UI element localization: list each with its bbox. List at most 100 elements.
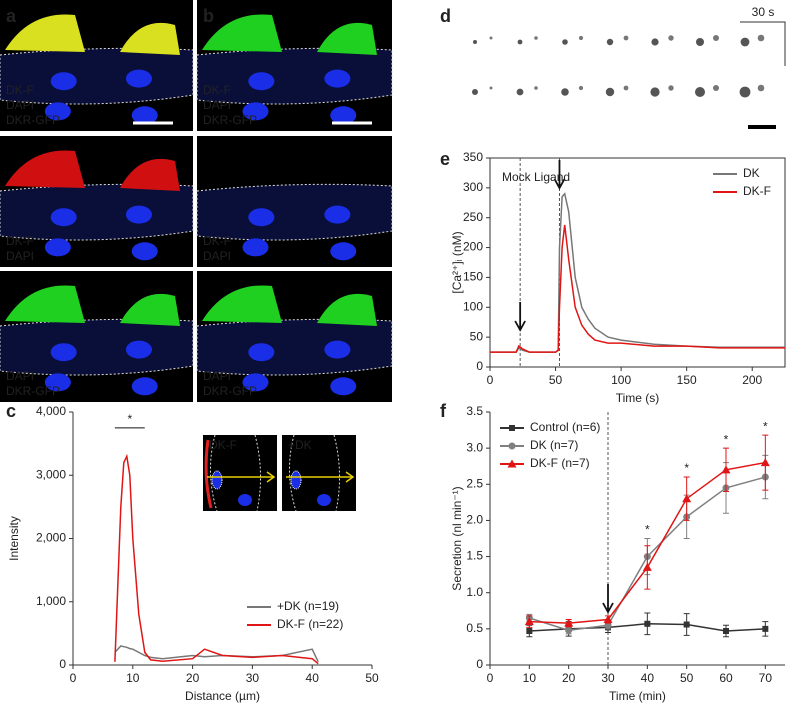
nucleus [131,242,158,261]
arrow [602,584,614,614]
nucleus [238,494,252,506]
cell-signal [489,86,493,90]
channel-label: DKR-GFP [6,384,60,398]
y-tick-label: 3.0 [466,440,483,454]
x-tick-label: 50 [680,671,694,685]
nucleus [324,340,351,359]
x-tick-label: 20 [186,671,200,685]
cell-signal [739,86,751,98]
panel-label: d [440,6,451,26]
y-tick-label: 350 [463,150,483,164]
arrow [553,160,566,190]
marker [564,618,574,627]
cell-signal [696,38,704,46]
cell-signal [713,85,719,91]
nucleus [248,208,275,227]
channel-label: DAPI [203,249,231,263]
tissue-band [0,318,194,376]
marker [508,442,516,450]
y-tick-label: 3.5 [466,404,483,418]
nucleus [324,205,351,224]
cell-signal [578,85,584,91]
y-tick-label: 50 [470,329,484,343]
nucleus [330,242,357,261]
channel-label: DK-F [203,83,231,97]
cell-signal [740,37,750,47]
nucleus [50,343,77,362]
y-tick-label: 150 [463,270,483,284]
cell-cap [202,285,282,323]
legend-label: DK-F (n=22) [277,617,343,631]
frame [690,80,730,120]
cell-border [288,434,341,512]
channel-label: DAPI [6,369,34,383]
panel-label: e [440,149,450,169]
legend-label: Control (n=6) [530,420,600,434]
panel-label: c [6,401,16,421]
plot-frame [489,157,786,368]
x-tick-label: 50 [365,671,379,685]
cell-cap [120,293,180,326]
significance-mark: * [684,461,689,475]
x-axis-title: Distance (µm) [185,689,260,703]
marker [603,614,613,623]
x-tick-label: 40 [306,671,320,685]
cell-signal [472,89,478,95]
x-tick-label: 150 [677,373,697,387]
cell-signal [517,39,523,45]
cell-signal [561,88,569,96]
nucleus [44,373,71,392]
profile-arrow-head [266,471,276,483]
nucleus [242,102,269,121]
marker [642,562,652,571]
y-tick-label: 250 [463,210,483,224]
cell-signal [606,38,614,46]
marker [721,465,731,474]
tissue-band [196,318,393,376]
cell-signal [757,34,765,42]
x-tick-label: 20 [562,671,576,685]
y-tick-label: 100 [463,299,483,313]
nucleus [131,377,158,396]
inset-label: +DK [288,438,312,452]
x-axis-title: Time (min) [609,689,666,703]
channel-label: DK-F [203,234,231,248]
profile-arrow-head [345,471,355,483]
legend-label: DK [743,166,760,180]
cell-cap [317,22,377,56]
x-tick-label: 70 [759,671,773,685]
x-axis-title: Time (s) [616,391,660,405]
marker [644,620,651,627]
nucleus [125,340,152,359]
time-scale-label: 30 s [752,5,775,19]
series-line [490,192,785,353]
y-tick-label: 1.0 [466,585,483,599]
x-tick-label: 0 [487,671,494,685]
nucleus [242,238,269,257]
x-tick-label: 30 [601,671,615,685]
y-tick-label: 1.5 [466,549,483,563]
cell-cap [120,158,180,191]
arrow [514,302,526,332]
x-tick-label: 50 [549,373,563,387]
nucleus [248,343,275,362]
frame [465,80,505,120]
cell-cap [120,22,180,56]
nucleus [248,72,275,91]
frame [690,30,730,70]
significance-mark: * [645,523,650,537]
inset-label: DK-F [209,438,237,452]
marker [762,625,769,632]
x-tick-label: 100 [611,373,631,387]
marker [760,458,770,467]
x-tick-label: 0 [487,373,494,387]
nucleus [330,377,357,396]
nucleus [50,72,77,91]
significance-mark: * [724,432,729,446]
y-tick-label: 4,000 [36,404,66,418]
channel-label: DAPI [6,249,34,263]
panel-label: f [440,401,447,421]
frame [465,30,505,70]
y-tick-label: 2.5 [466,476,483,490]
time-bracket [740,21,786,66]
